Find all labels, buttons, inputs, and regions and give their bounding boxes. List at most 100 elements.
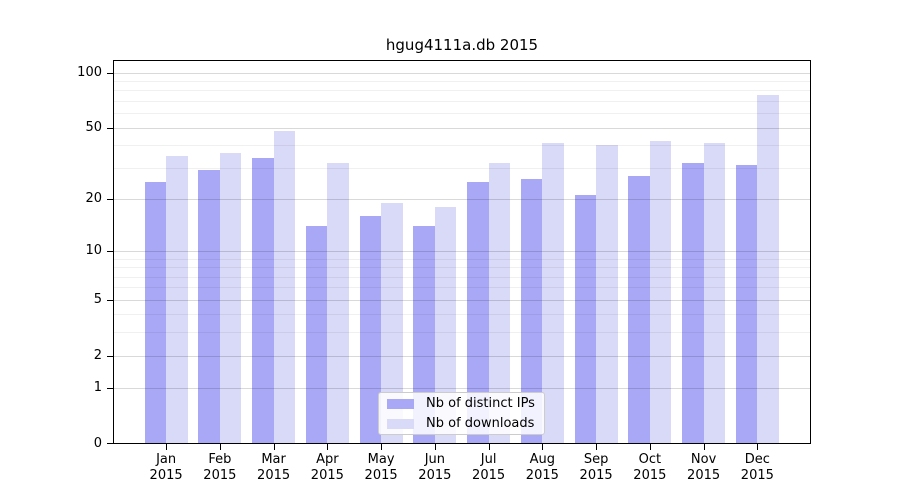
x-tick-month: Oct bbox=[638, 452, 662, 467]
plot-area bbox=[113, 60, 811, 444]
y-tick-mark bbox=[107, 355, 113, 357]
bar-distinct-ips-apr bbox=[305, 226, 328, 444]
legend-item-downloads: Nb of downloads bbox=[387, 416, 536, 431]
x-tick-mark bbox=[596, 444, 598, 450]
gridline-minor bbox=[113, 332, 811, 333]
x-tick-year: 2015 bbox=[257, 468, 291, 483]
x-tick-mark bbox=[649, 444, 651, 450]
legend-label-downloads: Nb of downloads bbox=[426, 416, 535, 431]
legend-label-distinct-ips: Nb of distinct IPs bbox=[426, 396, 535, 411]
gridline-minor bbox=[113, 287, 811, 288]
x-tick-label: Oct 2015 bbox=[622, 452, 678, 484]
y-tick-mark bbox=[107, 127, 113, 129]
y-tick-label: 2 bbox=[93, 347, 102, 363]
bar-distinct-ips-jun bbox=[413, 226, 435, 444]
x-tick-month: Mar bbox=[261, 452, 286, 467]
gridline-minor bbox=[113, 267, 811, 268]
x-tick-month: Jul bbox=[480, 452, 497, 467]
bar-distinct-ips-mar bbox=[252, 157, 274, 444]
plot-spine-right bbox=[810, 60, 811, 444]
legend-item-distinct-ips: Nb of distinct IPs bbox=[387, 396, 536, 411]
bar-distinct-ips-dec bbox=[735, 165, 758, 444]
x-tick-label: Jun 2015 bbox=[407, 452, 463, 484]
bar-downloads-apr bbox=[327, 162, 349, 444]
x-tick-label: Jan 2015 bbox=[138, 452, 194, 484]
x-tick-mark bbox=[166, 444, 168, 450]
bar-distinct-ips-nov bbox=[682, 162, 704, 444]
x-tick-year: 2015 bbox=[525, 468, 559, 483]
x-tick-year: 2015 bbox=[740, 468, 774, 483]
x-tick-month: Feb bbox=[208, 452, 232, 467]
x-tick-mark bbox=[273, 444, 275, 450]
y-tick-label: 0 bbox=[93, 436, 102, 451]
x-tick-mark bbox=[542, 444, 544, 450]
bar-downloads-nov bbox=[703, 143, 726, 444]
x-tick-month: Jun bbox=[424, 452, 445, 467]
y-tick-mark bbox=[107, 388, 113, 390]
x-tick-mark bbox=[703, 444, 705, 450]
y-axis: 0 1 2 5 10 20 50 100 bbox=[0, 60, 113, 451]
x-tick-year: 2015 bbox=[579, 468, 613, 483]
gridline-minor bbox=[113, 145, 811, 146]
y-tick-mark bbox=[107, 72, 113, 74]
y-tick-mark bbox=[107, 198, 113, 200]
gridline-minor bbox=[113, 168, 811, 169]
bar-distinct-ips-jan bbox=[144, 181, 167, 444]
chart-title: hgug4111a.db 2015 bbox=[385, 36, 539, 54]
x-tick-label: Sep 2015 bbox=[568, 452, 624, 484]
x-tick-year: 2015 bbox=[687, 468, 721, 483]
bar-downloads-may bbox=[381, 202, 403, 444]
legend-swatch-distinct-ips bbox=[387, 398, 414, 409]
x-tick-year: 2015 bbox=[472, 468, 506, 483]
bar-distinct-ips-sep bbox=[574, 195, 597, 444]
gridline-major bbox=[113, 388, 811, 389]
gridline-minor bbox=[113, 90, 811, 91]
x-tick-mark bbox=[488, 444, 490, 450]
x-tick-month: Nov bbox=[690, 452, 717, 467]
bar-distinct-ips-aug bbox=[520, 178, 543, 444]
bar-distinct-ips-feb bbox=[198, 170, 220, 444]
plot-spine-bottom bbox=[113, 443, 811, 444]
x-tick-mark bbox=[219, 444, 221, 450]
x-tick-mark bbox=[434, 444, 436, 450]
y-tick-label: 20 bbox=[85, 190, 102, 206]
bar-downloads-dec bbox=[757, 95, 779, 444]
y-tick-mark bbox=[107, 299, 113, 301]
bar-downloads-jun bbox=[434, 206, 457, 444]
x-tick-label: Dec 2015 bbox=[729, 452, 785, 484]
gridline-major bbox=[113, 199, 811, 200]
gridline-major bbox=[113, 128, 811, 129]
y-tick-mark bbox=[107, 250, 113, 252]
y-tick-label: 50 bbox=[85, 119, 102, 135]
x-tick-month: Jan bbox=[156, 452, 177, 467]
x-tick-month: Sep bbox=[583, 452, 609, 467]
x-tick-month: Dec bbox=[744, 452, 770, 467]
y-tick-mark bbox=[107, 443, 113, 444]
gridline-minor bbox=[113, 101, 811, 102]
bar-downloads-mar bbox=[273, 130, 296, 444]
gridline-minor bbox=[113, 277, 811, 278]
plot-spine-left bbox=[113, 60, 114, 444]
bar-downloads-feb bbox=[219, 153, 242, 444]
x-tick-label: Feb 2015 bbox=[192, 452, 248, 484]
plot-spine-top bbox=[113, 60, 811, 61]
x-tick-label: May 2015 bbox=[353, 452, 409, 484]
gridline-major bbox=[113, 73, 811, 74]
x-tick-label: Nov 2015 bbox=[676, 452, 732, 484]
x-tick-year: 2015 bbox=[310, 468, 344, 483]
x-axis: Jan 2015 Feb 2015 Mar 2015 Apr 2015 May 2015 Jun 20… bbox=[113, 444, 811, 500]
gridline-minor bbox=[113, 113, 811, 114]
x-tick-mark bbox=[381, 444, 383, 450]
bar-distinct-ips-oct bbox=[628, 175, 650, 444]
bar-downloads-jan bbox=[166, 155, 188, 444]
y-tick-label: 5 bbox=[93, 291, 102, 307]
x-tick-label: Jul 2015 bbox=[461, 452, 517, 484]
x-tick-year: 2015 bbox=[149, 468, 183, 483]
x-tick-year: 2015 bbox=[203, 468, 237, 483]
bar-downloads-aug bbox=[542, 143, 564, 444]
bar-distinct-ips-jul bbox=[467, 181, 489, 444]
bar-downloads-oct bbox=[649, 141, 672, 444]
x-tick-month: Aug bbox=[529, 452, 556, 467]
x-tick-mark bbox=[327, 444, 329, 450]
